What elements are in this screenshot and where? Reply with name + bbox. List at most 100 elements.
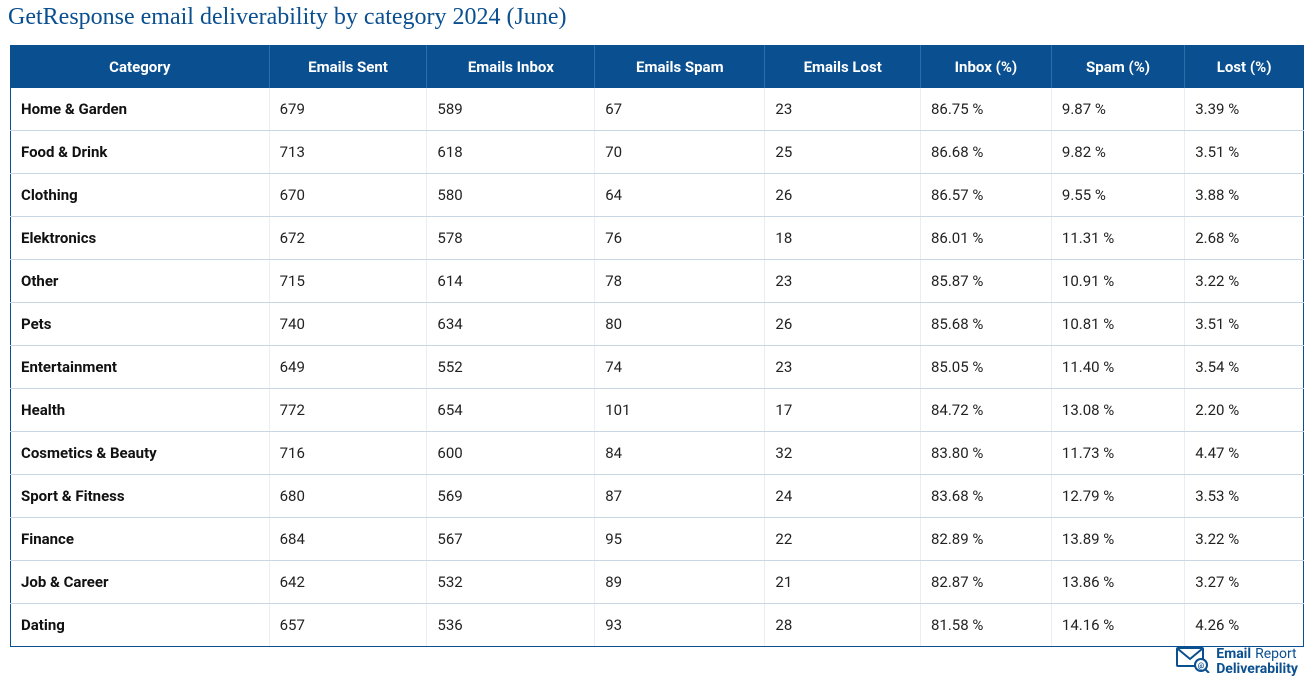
value-cell: 80 (595, 303, 765, 346)
value-cell: 3.51 % (1185, 303, 1304, 346)
col-header: Emails Sent (269, 46, 427, 89)
value-cell: 4.47 % (1185, 432, 1304, 475)
table-row: Job & Career642532892182.87 %13.86 %3.27… (11, 561, 1304, 604)
value-cell: 2.20 % (1185, 389, 1304, 432)
value-cell: 24 (765, 475, 921, 518)
value-cell: 23 (765, 260, 921, 303)
value-cell: 95 (595, 518, 765, 561)
logo-line1a: Email (1216, 646, 1251, 662)
value-cell: 86.01 % (920, 217, 1051, 260)
value-cell: 569 (427, 475, 595, 518)
table-row: Sport & Fitness680569872483.68 %12.79 %3… (11, 475, 1304, 518)
col-header: Emails Lost (765, 46, 921, 89)
value-cell: 87 (595, 475, 765, 518)
value-cell: 618 (427, 131, 595, 174)
table-row: Home & Garden679589672386.75 %9.87 %3.39… (11, 88, 1304, 131)
value-cell: 680 (269, 475, 427, 518)
value-cell: 86.75 % (920, 88, 1051, 131)
value-cell: 567 (427, 518, 595, 561)
value-cell: 589 (427, 88, 595, 131)
category-cell: Other (11, 260, 270, 303)
envelope-icon: @ (1176, 645, 1210, 677)
table-container: CategoryEmails SentEmails InboxEmails Sp… (0, 45, 1314, 647)
svg-text:@: @ (1198, 662, 1204, 670)
value-cell: 101 (595, 389, 765, 432)
value-cell: 32 (765, 432, 921, 475)
brand-logo: @ Email Report Deliverability (1176, 645, 1298, 677)
value-cell: 3.54 % (1185, 346, 1304, 389)
value-cell: 600 (427, 432, 595, 475)
deliverability-table: CategoryEmails SentEmails InboxEmails Sp… (10, 45, 1304, 647)
table-row: Finance684567952282.89 %13.89 %3.22 % (11, 518, 1304, 561)
value-cell: 649 (269, 346, 427, 389)
value-cell: 684 (269, 518, 427, 561)
col-header: Emails Spam (595, 46, 765, 89)
value-cell: 81.58 % (920, 604, 1051, 647)
value-cell: 26 (765, 174, 921, 217)
category-cell: Dating (11, 604, 270, 647)
value-cell: 772 (269, 389, 427, 432)
table-row: Clothing670580642686.57 %9.55 %3.88 % (11, 174, 1304, 217)
logo-text: Email Report Deliverability (1216, 645, 1298, 676)
value-cell: 12.79 % (1051, 475, 1184, 518)
value-cell: 679 (269, 88, 427, 131)
value-cell: 3.88 % (1185, 174, 1304, 217)
value-cell: 10.91 % (1051, 260, 1184, 303)
col-header: Category (11, 46, 270, 89)
value-cell: 11.73 % (1051, 432, 1184, 475)
value-cell: 83.68 % (920, 475, 1051, 518)
col-header: Spam (%) (1051, 46, 1184, 89)
value-cell: 580 (427, 174, 595, 217)
value-cell: 3.51 % (1185, 131, 1304, 174)
value-cell: 64 (595, 174, 765, 217)
value-cell: 28 (765, 604, 921, 647)
value-cell: 2.68 % (1185, 217, 1304, 260)
value-cell: 78 (595, 260, 765, 303)
value-cell: 642 (269, 561, 427, 604)
value-cell: 18 (765, 217, 921, 260)
value-cell: 740 (269, 303, 427, 346)
value-cell: 3.22 % (1185, 518, 1304, 561)
value-cell: 670 (269, 174, 427, 217)
value-cell: 3.27 % (1185, 561, 1304, 604)
value-cell: 70 (595, 131, 765, 174)
value-cell: 13.89 % (1051, 518, 1184, 561)
value-cell: 21 (765, 561, 921, 604)
value-cell: 23 (765, 88, 921, 131)
value-cell: 83.80 % (920, 432, 1051, 475)
category-cell: Sport & Fitness (11, 475, 270, 518)
value-cell: 3.39 % (1185, 88, 1304, 131)
category-cell: Home & Garden (11, 88, 270, 131)
value-cell: 9.82 % (1051, 131, 1184, 174)
value-cell: 9.55 % (1051, 174, 1184, 217)
value-cell: 23 (765, 346, 921, 389)
col-header: Inbox (%) (920, 46, 1051, 89)
table-row: Health7726541011784.72 %13.08 %2.20 % (11, 389, 1304, 432)
value-cell: 85.68 % (920, 303, 1051, 346)
value-cell: 672 (269, 217, 427, 260)
value-cell: 11.31 % (1051, 217, 1184, 260)
value-cell: 11.40 % (1051, 346, 1184, 389)
value-cell: 74 (595, 346, 765, 389)
value-cell: 654 (427, 389, 595, 432)
logo-line1b: Report (1255, 646, 1297, 662)
page-title: GetResponse email deliverability by cate… (0, 0, 1314, 45)
value-cell: 10.81 % (1051, 303, 1184, 346)
value-cell: 3.53 % (1185, 475, 1304, 518)
category-cell: Pets (11, 303, 270, 346)
value-cell: 536 (427, 604, 595, 647)
value-cell: 13.86 % (1051, 561, 1184, 604)
value-cell: 532 (427, 561, 595, 604)
logo-line2: Deliverability (1216, 662, 1298, 677)
value-cell: 4.26 % (1185, 604, 1304, 647)
value-cell: 578 (427, 217, 595, 260)
table-row: Dating657536932881.58 %14.16 %4.26 % (11, 604, 1304, 647)
category-cell: Health (11, 389, 270, 432)
value-cell: 552 (427, 346, 595, 389)
value-cell: 14.16 % (1051, 604, 1184, 647)
value-cell: 85.87 % (920, 260, 1051, 303)
value-cell: 22 (765, 518, 921, 561)
table-row: Pets740634802685.68 %10.81 %3.51 % (11, 303, 1304, 346)
value-cell: 84.72 % (920, 389, 1051, 432)
value-cell: 84 (595, 432, 765, 475)
